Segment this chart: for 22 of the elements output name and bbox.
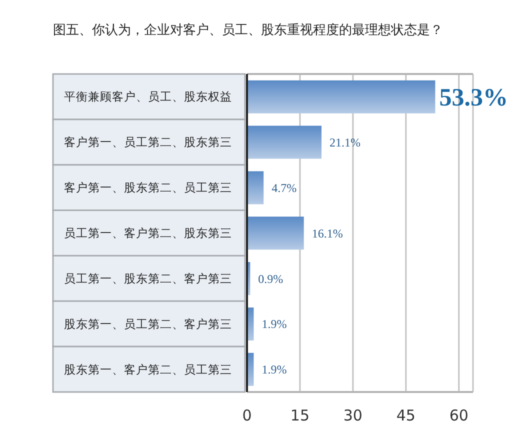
y-tick-label: 员工第一、客户第二、股东第三 <box>64 226 232 240</box>
y-tick-label: 客户第一、股东第二、员工第三 <box>64 180 232 195</box>
y-tick-label: 客户第一、员工第二、股东第三 <box>64 135 232 150</box>
y-tick-label: 股东第一、客户第二、员工第三 <box>64 362 232 376</box>
bar <box>247 216 304 250</box>
y-tick-label: 员工第一、股东第二、客户第三 <box>64 271 232 286</box>
x-tick-label: 0 <box>242 406 252 425</box>
x-tick-label: 30 <box>343 406 362 425</box>
data-label: 1.9% <box>262 362 287 377</box>
data-label: 0.9% <box>258 272 284 286</box>
data-label: 4.7% <box>272 180 297 195</box>
x-tick-label: 45 <box>396 406 416 425</box>
data-label: 1.9% <box>262 317 287 332</box>
chart-title: 图五、你认为，企业对客户、员工、股东重视程度的最理想状态是？ <box>53 22 443 39</box>
data-label: 16.1% <box>312 226 343 240</box>
x-tick-label: 15 <box>290 406 310 425</box>
y-tick-label: 股东第一、员工第二、客户第三 <box>64 316 232 331</box>
bar <box>247 171 264 204</box>
x-tick-label: 60 <box>449 406 468 425</box>
y-tick-label: 平衡兼顾客户、员工、股东权益 <box>64 90 232 104</box>
data-label: 53.3% <box>439 84 508 112</box>
data-label: 21.1% <box>330 135 361 150</box>
